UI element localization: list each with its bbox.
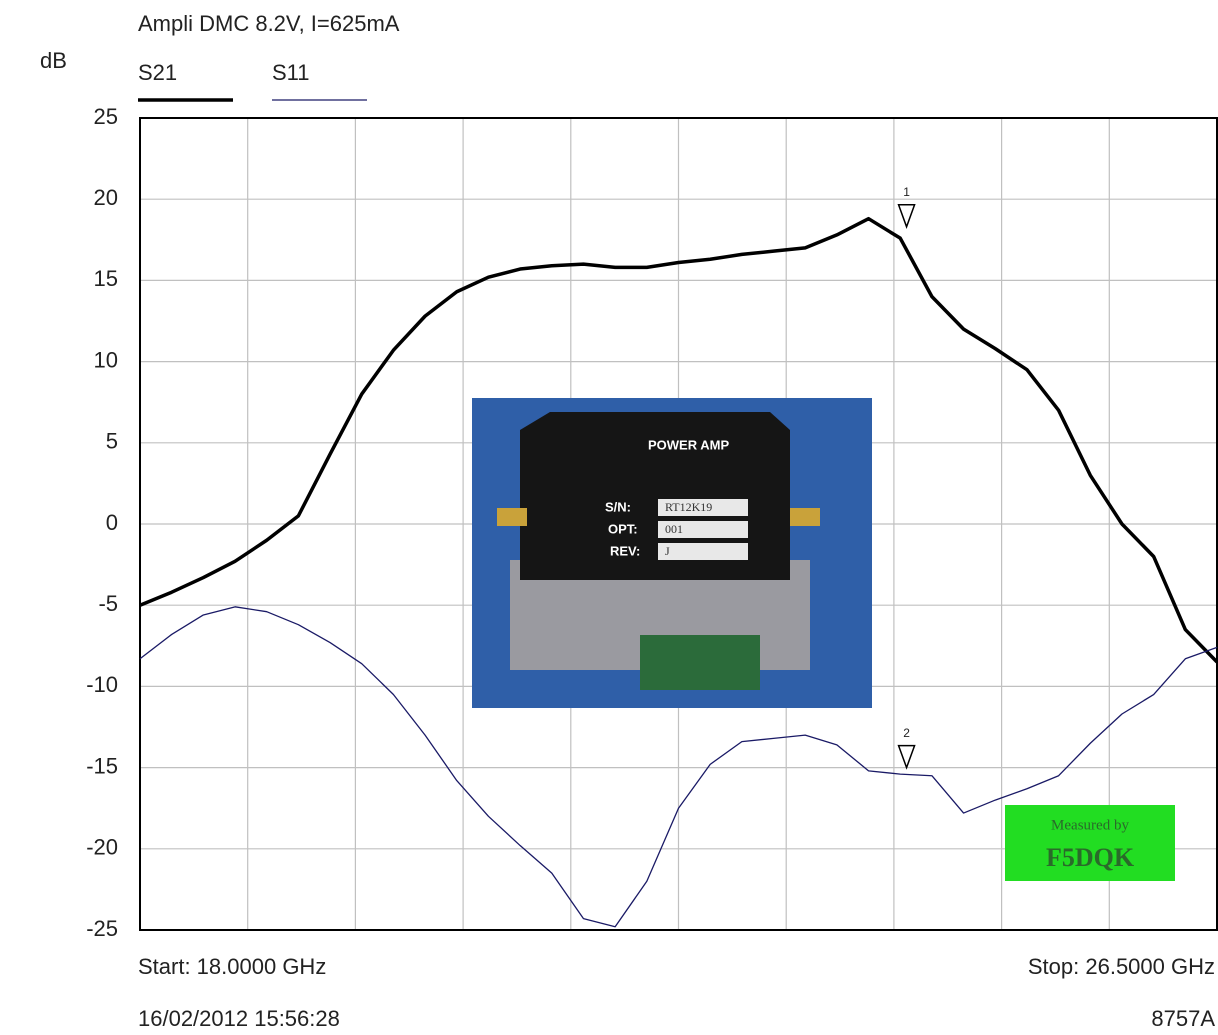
marker <box>897 744 916 770</box>
marker <box>897 204 916 230</box>
chart-title: Ampli DMC 8.2V, I=625mA <box>138 11 400 36</box>
inset-label: POWER AMP <box>648 437 729 452</box>
badge-background <box>1005 805 1175 881</box>
legend-label: S11 <box>272 60 310 85</box>
inset-label: 001 <box>665 522 683 536</box>
connector <box>497 508 527 526</box>
badge-text: F5DQK <box>1046 843 1135 872</box>
y-tick-label: 5 <box>106 429 118 454</box>
marker-label: 1 <box>903 185 910 199</box>
series-line <box>139 606 1218 928</box>
y-tick-label: 10 <box>94 347 118 372</box>
y-tick-label: 20 <box>94 185 118 210</box>
y-axis-label: dB <box>40 48 67 73</box>
label-plate <box>658 499 748 516</box>
y-tick-label: -5 <box>98 591 118 616</box>
y-tick-label: -20 <box>86 835 118 860</box>
legend-label: S21 <box>138 60 177 85</box>
plot-area: -25 -20 -15 -10 -5 0 5 10 15 20 25 1 2 <box>86 104 1218 941</box>
inset-label: REV: <box>610 543 640 558</box>
inset-label: J <box>665 544 670 558</box>
label-plate <box>658 521 748 538</box>
badge-text: Measured by <box>1051 817 1129 833</box>
timestamp: 16/02/2012 15:56:28 <box>138 1006 340 1031</box>
label-plate <box>658 543 748 560</box>
marker-label: 2 <box>903 726 910 740</box>
stop-label: Stop: 26.5000 GHz <box>1028 954 1215 979</box>
instrument: 8757A <box>1151 1006 1215 1031</box>
inset-label: S/N: <box>605 499 631 514</box>
y-tick-label: 25 <box>94 104 118 129</box>
board <box>640 635 760 690</box>
plot-frame <box>139 117 1218 931</box>
y-tick-label: -25 <box>86 916 118 941</box>
start-label: Start: 18.0000 GHz <box>138 954 326 979</box>
connector <box>790 508 820 526</box>
y-tick-label: -15 <box>86 753 118 778</box>
badge: Measured by F5DQK <box>1005 805 1175 881</box>
inset-label: OPT: <box>608 521 638 536</box>
series-line <box>139 216 1218 664</box>
y-tick-label: 0 <box>106 510 118 535</box>
y-tick-label: 15 <box>94 266 118 291</box>
inset-photo: POWER AMP S/N: RT12K19 OPT: 001 REV: J <box>472 398 872 708</box>
y-tick-label: -10 <box>86 672 118 697</box>
inset-label: RT12K19 <box>665 500 712 514</box>
